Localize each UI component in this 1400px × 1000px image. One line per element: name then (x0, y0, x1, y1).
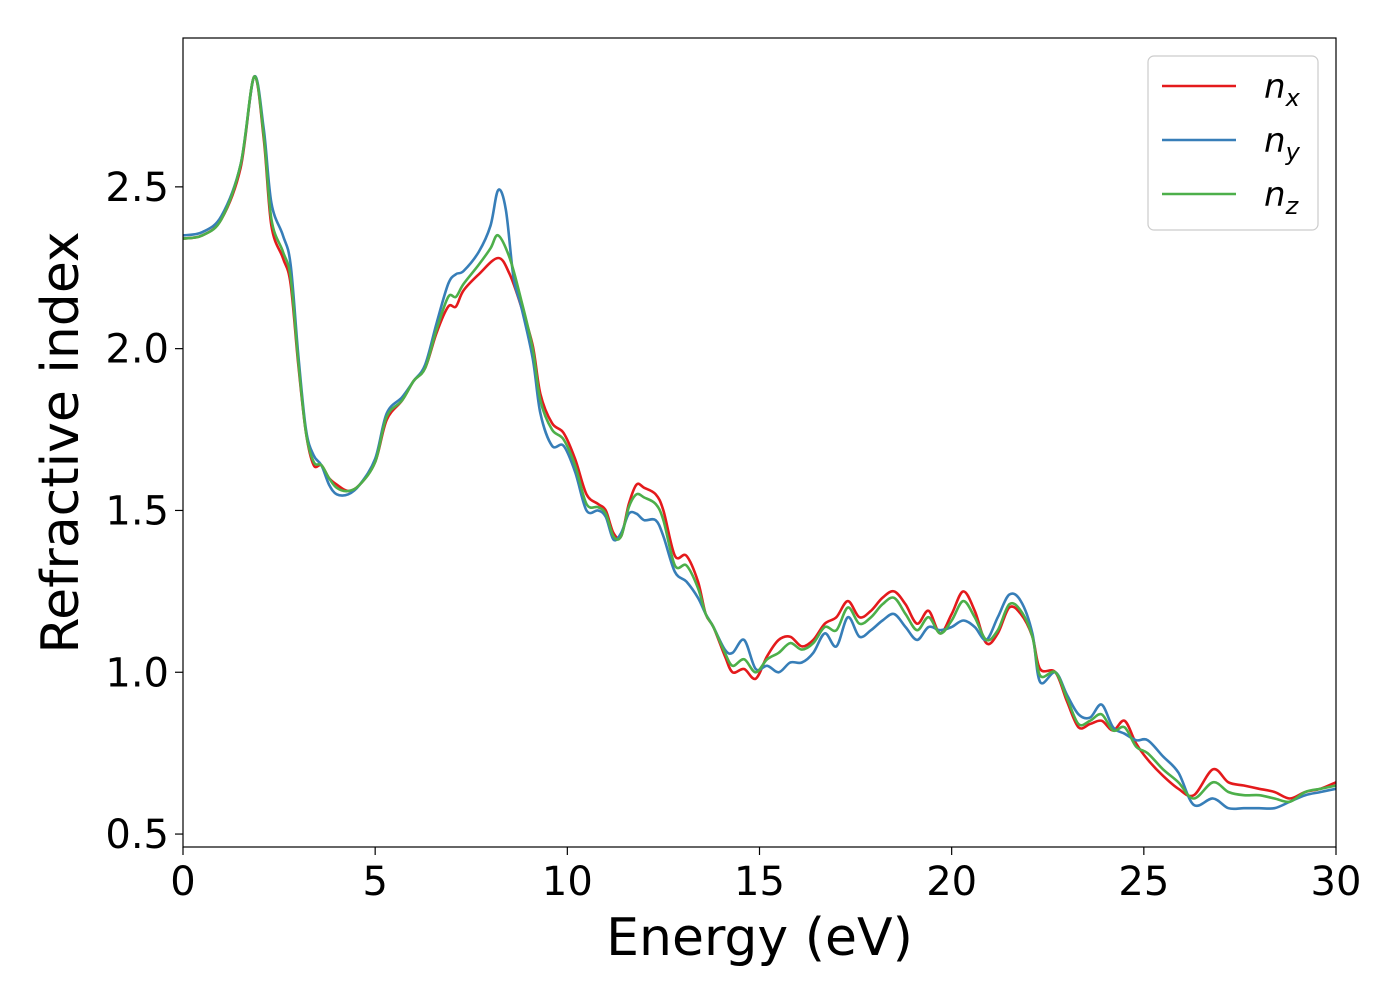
x-tick-label: 30 (1311, 859, 1362, 905)
legend: nx ny nz (1147, 55, 1319, 231)
y-tick-label: 1.0 (105, 650, 169, 696)
y-tick-label: 2.5 (105, 165, 169, 211)
y-axis-ticks: 0.5 1.0 1.5 2.0 2.5 (105, 165, 183, 858)
x-tick-label: 10 (542, 859, 593, 905)
legend-entry-n-x: nx (1264, 67, 1301, 112)
x-tick-label: 0 (170, 859, 195, 905)
legend-entry-n-z: nz (1264, 175, 1300, 220)
plot-lines (183, 75, 1336, 811)
series-line-n-z (183, 75, 1336, 804)
y-tick-label: 2.0 (105, 327, 169, 373)
x-axis-ticks: 0 5 10 15 20 25 30 (170, 847, 1361, 905)
x-axis-label: Energy (eV) (606, 908, 913, 968)
x-tick-label: 5 (362, 859, 387, 905)
x-tick-label: 25 (1118, 859, 1169, 905)
y-axis-label: Refractive index (31, 231, 91, 653)
x-tick-label: 15 (734, 859, 785, 905)
y-tick-label: 1.5 (105, 488, 169, 534)
legend-frame (1147, 55, 1319, 231)
x-tick-label: 20 (926, 859, 977, 905)
legend-entry-n-y: ny (1264, 121, 1301, 166)
y-tick-label: 0.5 (105, 812, 169, 858)
